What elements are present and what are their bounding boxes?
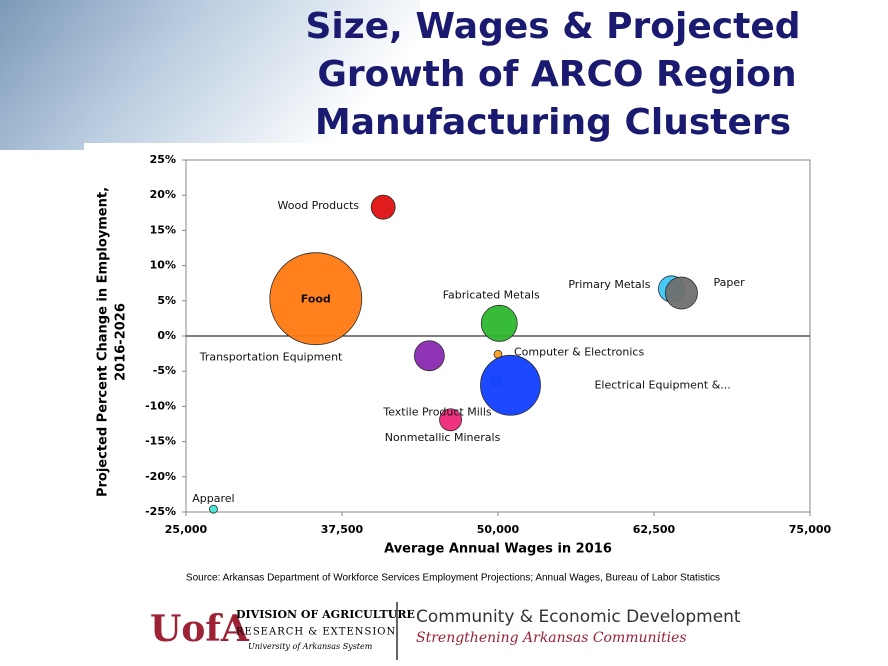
bubble [480,354,541,416]
y-tick-label: 25% [150,153,176,166]
x-tick-label: 37,500 [321,523,364,536]
y-tick-label: -15% [145,435,176,448]
bubble-label: Apparel [192,492,234,505]
bubble [480,304,518,342]
footer: UofA DIVISION OF AGRICULTURE RESEARCH & … [150,602,741,660]
chart-title: Manufacturing Clusters [315,102,791,143]
bubble [413,340,445,372]
ced-text: Community & Economic Development [416,607,741,627]
bubble-label: Electrical Equipment &... [594,378,730,391]
y-tick-label: 5% [157,294,176,307]
bubble [209,504,218,514]
header-photo [0,0,420,150]
y-tick-label: 0% [157,329,176,342]
logo-mark: UofA [150,608,250,650]
bubble-label: Nonmetallic Minerals [385,431,501,444]
bubble [665,276,698,310]
y-tick-label: -20% [145,470,176,483]
y-axis-label: Projected Percent Change in Employment, [96,187,111,497]
bubble-label: Wood Products [278,199,360,212]
x-tick-label: 75,000 [789,523,832,536]
tagline: Strengthening Arkansas Communities [416,630,687,646]
y-tick-label: 15% [150,223,176,236]
y-axis-label: 2016-2026 [114,303,129,381]
bubble-label: Primary Metals [568,278,650,291]
bubble-label: Fabricated Metals [443,288,540,301]
logo-text: University of Arkansas System [248,642,373,651]
bubble [370,194,396,220]
bubble [439,408,463,432]
y-tick-label: 20% [150,188,176,201]
y-tick-label: -10% [145,399,176,412]
x-tick-label: 25,000 [165,523,208,536]
bubble-label: Computer & Electronics [514,345,644,358]
bubble-label: Transportation Equipment [199,351,343,364]
logo-text: RESEARCH & EXTENSION [236,627,396,638]
y-tick-label: -5% [153,364,176,377]
chart-title: Growth of ARCO Region [317,54,796,95]
x-tick-label: 50,000 [477,523,520,536]
logo-text: DIVISION OF AGRICULTURE [236,608,415,621]
bubble-label: Textile Product Mills [382,405,492,418]
bubble [269,252,363,346]
chart-title: Size, Wages & Projected [306,6,801,47]
y-tick-label: -25% [145,505,176,518]
source-note: Source: Arkansas Department of Workforce… [186,573,720,584]
bubble-label: Paper [713,276,745,289]
x-tick-label: 62,500 [633,523,676,536]
y-tick-label: 10% [150,259,176,272]
bubble-label: Food [301,293,331,306]
x-axis-label: Average Annual Wages in 2016 [384,542,612,557]
